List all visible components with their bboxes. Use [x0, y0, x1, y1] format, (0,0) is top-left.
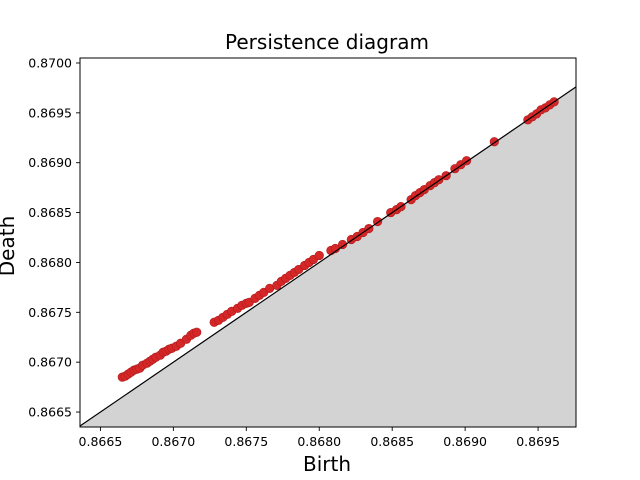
x-tick-label: 0.8670	[151, 434, 195, 449]
y-tick-label: 0.8665	[28, 405, 72, 420]
y-axis: 0.8665 0.8670 0.8675 0.8680 0.8685 0.8690 0.86…	[28, 55, 80, 420]
x-tick-label: 0.8695	[516, 434, 560, 449]
x-tick-label: 0.8675	[224, 434, 268, 449]
x-axis: 0.8665 0.8670 0.8675 0.8680 0.8685 0.8690 0.86…	[79, 427, 560, 449]
y-tick-label: 0.8700	[28, 55, 72, 70]
y-tick-label: 0.8685	[28, 205, 72, 220]
y-tick-label: 0.8670	[28, 355, 72, 370]
x-tick-label: 0.8680	[297, 434, 341, 449]
diagonal-line	[79, 86, 577, 427]
x-tick-label: 0.8685	[370, 434, 414, 449]
data-point	[337, 239, 348, 250]
x-tick-label: 0.8665	[79, 434, 123, 449]
x-axis-label: Birth	[303, 452, 351, 476]
y-tick-label: 0.8690	[28, 155, 72, 170]
data-point	[314, 250, 324, 261]
y-tick-label: 0.8675	[28, 305, 72, 320]
data-point	[192, 327, 202, 337]
plot-area	[79, 57, 577, 428]
x-tick-label: 0.8690	[443, 434, 487, 449]
y-tick-label: 0.8695	[28, 105, 72, 120]
plot-frame	[79, 57, 577, 428]
chart-title: Persistence diagram	[225, 30, 429, 54]
y-tick-label: 0.8680	[28, 255, 72, 270]
y-axis-label: Death	[0, 216, 19, 276]
